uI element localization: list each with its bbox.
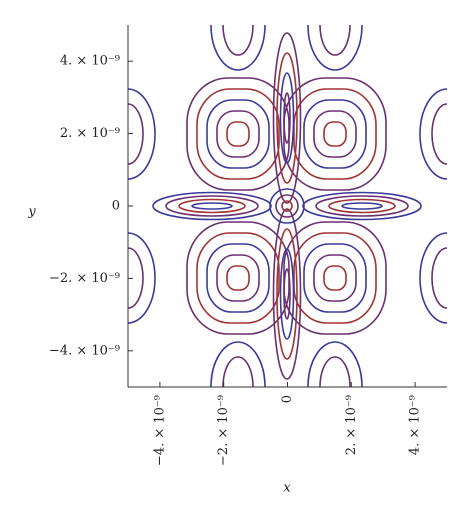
contour <box>128 232 156 324</box>
contour <box>276 228 298 360</box>
contour <box>216 110 260 158</box>
x-tick-label: 4. × 10⁻⁹ <box>408 395 423 455</box>
contour <box>279 72 295 164</box>
contour <box>323 121 347 147</box>
x-tick-label: −2. × 10⁻⁹ <box>216 395 231 466</box>
x-tick-label: 2. × 10⁻⁹ <box>344 395 359 455</box>
contour <box>328 198 396 214</box>
contour <box>281 200 293 212</box>
contour <box>128 247 144 309</box>
contour <box>165 195 259 217</box>
contour <box>222 25 254 56</box>
contour <box>319 356 351 387</box>
contour <box>419 88 447 180</box>
contour <box>222 356 254 387</box>
x-axis-label: x <box>283 481 291 496</box>
x-tick-label: 0 <box>280 395 295 403</box>
contour <box>269 188 305 224</box>
contour <box>315 195 409 217</box>
contour <box>341 202 383 210</box>
y-tick-label: −4. × 10⁻⁹ <box>49 343 120 358</box>
contour <box>206 243 270 313</box>
contour <box>178 198 246 214</box>
contour <box>313 254 357 302</box>
y-axis-label: y <box>27 205 36 220</box>
y-tick-label: 2. × 10⁻⁹ <box>60 126 120 141</box>
contour <box>431 247 447 309</box>
contour <box>226 121 250 147</box>
contour <box>419 232 447 324</box>
contour-lines <box>128 25 447 387</box>
contour <box>152 191 272 221</box>
contour <box>272 208 302 380</box>
contour <box>226 265 250 291</box>
contour <box>196 88 280 180</box>
contour <box>283 92 291 144</box>
contour <box>293 88 377 180</box>
contour <box>191 202 233 210</box>
contour <box>210 25 266 71</box>
contour <box>303 99 367 169</box>
contour <box>302 191 422 221</box>
contour <box>276 52 298 184</box>
y-tick-label: 4. × 10⁻⁹ <box>60 54 120 69</box>
contour <box>206 99 270 169</box>
contour <box>196 232 280 324</box>
contour <box>319 25 351 56</box>
contour <box>128 103 144 165</box>
contour <box>323 265 347 291</box>
contour <box>275 194 299 218</box>
contour <box>128 88 156 180</box>
contour <box>283 268 291 320</box>
y-tick-label: 0 <box>112 199 120 214</box>
x-tick-label: −4. × 10⁻⁹ <box>152 395 167 466</box>
contour <box>279 248 295 340</box>
contour <box>293 232 377 324</box>
contour <box>303 243 367 313</box>
contour <box>307 25 363 71</box>
contour <box>272 32 302 204</box>
contour <box>210 341 266 387</box>
contour <box>431 103 447 165</box>
contour <box>307 341 363 387</box>
contour <box>313 110 357 158</box>
contour <box>216 254 260 302</box>
y-tick-label: −2. × 10⁻⁹ <box>49 271 120 286</box>
